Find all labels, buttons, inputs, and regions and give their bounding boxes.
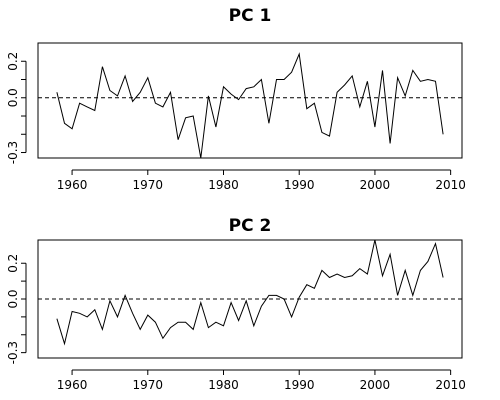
y-tick-label: 0.0: [6, 289, 20, 308]
x-tick-label: 1990: [284, 378, 315, 392]
x-tick-label: 1980: [208, 378, 239, 392]
series-line: [56, 52, 444, 159]
x-tick-label: 1970: [133, 178, 164, 192]
chart-panel-1: PC 1 1960 1970 1980 1990 2000 2010 0.2 0.0 -0.3: [6, 6, 466, 192]
x-tick-label: 2000: [360, 378, 391, 392]
x-tick-label: 1990: [284, 178, 315, 192]
series-line: [56, 239, 444, 346]
x-tick-label: 1970: [133, 378, 164, 392]
chart-title: PC 2: [229, 216, 272, 236]
y-tick-label: 0.2: [6, 254, 20, 273]
x-tick-label: 1960: [57, 178, 88, 192]
y-tick-label: 0.0: [6, 88, 20, 107]
x-tick-label: 1980: [208, 178, 239, 192]
x-tick-label: 2010: [435, 378, 466, 392]
y-tick-label: -0.3: [6, 341, 20, 364]
x-tick-label: 1960: [57, 378, 88, 392]
chart-title: PC 1: [229, 6, 272, 26]
plot-frame: [37, 42, 463, 159]
x-tick-label: 2010: [435, 178, 466, 192]
x-tick-label: 2000: [360, 178, 391, 192]
y-tick-label: -0.3: [6, 141, 20, 164]
chart-panel-2: PC 2 1960 1970 1980 1990 2000 2010 0.2 0.0 -0.3: [6, 216, 466, 392]
y-tick-label: 0.2: [6, 52, 20, 71]
